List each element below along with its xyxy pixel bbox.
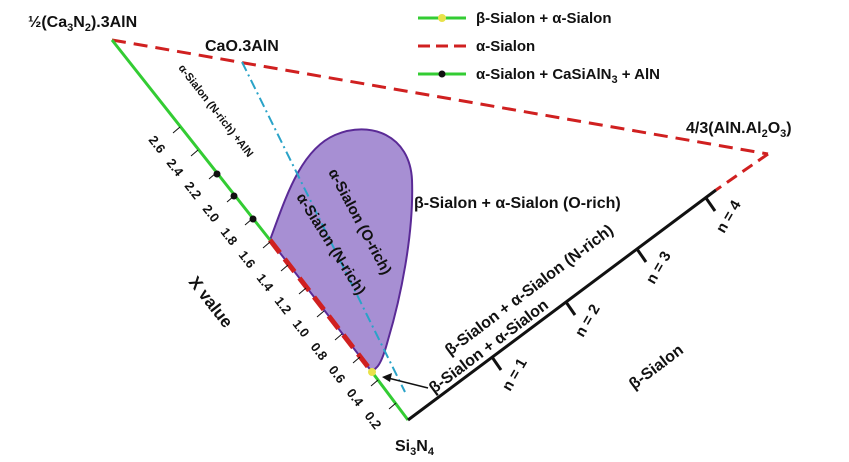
yellow-marker <box>368 368 376 376</box>
right-suffix: ) <box>786 120 791 137</box>
label-alpha-n-rich-aln: α-Sialon (N-rich) +AlN <box>176 62 256 159</box>
right-prefix: 4/3(AlN.Al <box>686 120 762 137</box>
vertex-bottom: Si3N4 <box>395 438 435 458</box>
legend-yellow-marker <box>438 14 446 22</box>
vertex-top-mid: CaO.3AlN <box>205 38 279 55</box>
bottom-sub2: 4 <box>428 446 435 458</box>
legend-label-alpha-casialn3-aln: α-Sialon + CaSiAlN3 + AlN <box>476 66 660 86</box>
cao-3aln-line <box>241 61 406 393</box>
n-tick-marks <box>490 197 717 371</box>
x-axis-title: X value <box>185 273 237 332</box>
label-beta-alpha-o-rich: β-Sialon + α-Sialon (O-rich) <box>414 195 621 212</box>
top-left-sub1: 3 <box>67 22 73 34</box>
n-label: n = 3 <box>643 249 675 287</box>
legend-label-alpha: α-Sialon <box>476 38 535 55</box>
legend: β-Sialon + α-Sialon α-Sialon α-Sialon + … <box>418 10 660 86</box>
legend-black-dot <box>438 70 446 78</box>
black-dot <box>213 170 221 178</box>
x-tick-label: 0.2 <box>362 409 385 432</box>
label-beta-alpha-n-rich: β-Sialon + α-Sialon (N-rich) <box>442 222 617 359</box>
left-edge-red-dash <box>268 238 374 374</box>
alpha-sialon-top-edge <box>111 38 769 156</box>
legend-item-alpha: α-Sialon <box>418 38 535 55</box>
left-tick-marks <box>172 126 397 410</box>
x-tick-label: 1.4 <box>254 271 277 295</box>
legend-label-prefix: α-Sialon + CaSiAlN <box>476 66 612 83</box>
x-tick-label: 2.2 <box>182 179 205 202</box>
right-sub2: 3 <box>780 128 786 140</box>
right-sub1: 2 <box>762 128 768 140</box>
x-tick-label: 2.0 <box>200 202 223 225</box>
legend-label-sub: 3 <box>612 74 618 86</box>
x-tick-label: 1.8 <box>218 225 241 248</box>
top-left-sub2: 2 <box>85 22 91 34</box>
x-tick-label: 2.4 <box>164 156 187 180</box>
legend-item-beta-alpha: β-Sialon + α-Sialon <box>418 10 611 27</box>
top-left-suffix: ).3AlN <box>91 14 137 31</box>
x-tick-label: 2.6 <box>146 133 169 156</box>
legend-label-suffix: + AlN <box>618 66 660 83</box>
n-label: n = 2 <box>572 302 604 340</box>
x-tick-label: 1.0 <box>290 317 313 340</box>
x-tick-label: 0.6 <box>326 363 349 386</box>
arrow-head <box>382 373 392 382</box>
top-left-prefix: ½(Ca <box>28 14 67 31</box>
vertex-right: 4/3(AlN.Al2O3) <box>686 120 792 140</box>
bottom-sub1: 3 <box>410 446 416 458</box>
beta-alpha-arrow <box>387 377 429 389</box>
n-label: n = 4 <box>713 197 745 236</box>
black-dot <box>249 215 257 223</box>
alpha-sialon-right-edge <box>715 152 769 192</box>
x-tick-label: 0.4 <box>344 386 367 410</box>
bottom-mid: N <box>416 438 428 455</box>
bottom-prefix: Si <box>395 438 410 455</box>
top-left-mid: N <box>73 14 85 31</box>
x-tick-label: 1.2 <box>272 294 295 317</box>
legend-item-alpha-casialn3-aln: α-Sialon + CaSiAlN3 + AlN <box>418 66 660 86</box>
x-tick-label: 0.8 <box>308 340 331 363</box>
x-tick-label: 1.6 <box>236 248 259 271</box>
left-edge-green-upper <box>110 39 272 241</box>
beta-sialon-line <box>407 188 717 422</box>
n-label: n = 1 <box>499 356 531 394</box>
legend-label-beta-alpha: β-Sialon + α-Sialon <box>476 10 611 27</box>
right-mid: O <box>768 120 780 137</box>
vertex-top-left: ½(Ca3N2).3AlN <box>28 14 137 34</box>
label-beta: β-Sialon <box>626 342 687 394</box>
